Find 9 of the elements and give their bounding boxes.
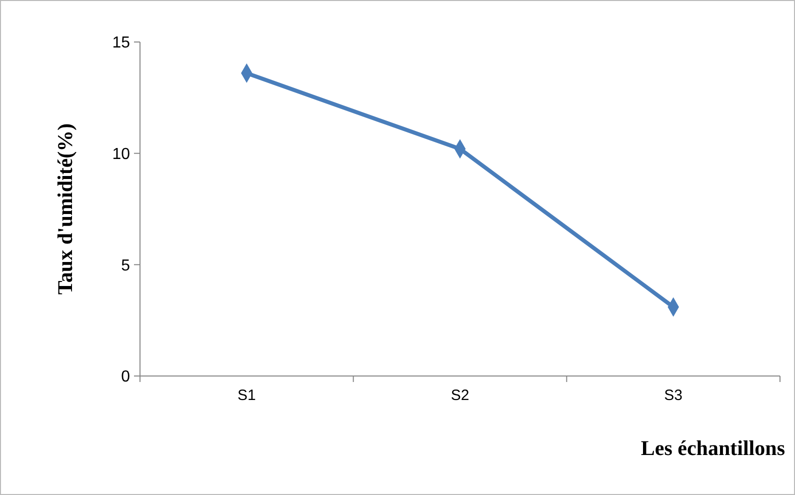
- x-axis-title: Les échantillons: [640, 436, 785, 460]
- y-tick-label: 0: [121, 368, 130, 386]
- x-tick-label: S3: [664, 387, 683, 404]
- x-tick-label: S1: [237, 387, 256, 404]
- x-tick-label: S2: [450, 387, 470, 404]
- y-axis-title: Taux d'umidité(%): [53, 123, 77, 295]
- y-tick-label: 5: [121, 257, 130, 274]
- y-tick-label: 15: [112, 34, 130, 52]
- y-tick-label: 10: [112, 146, 130, 163]
